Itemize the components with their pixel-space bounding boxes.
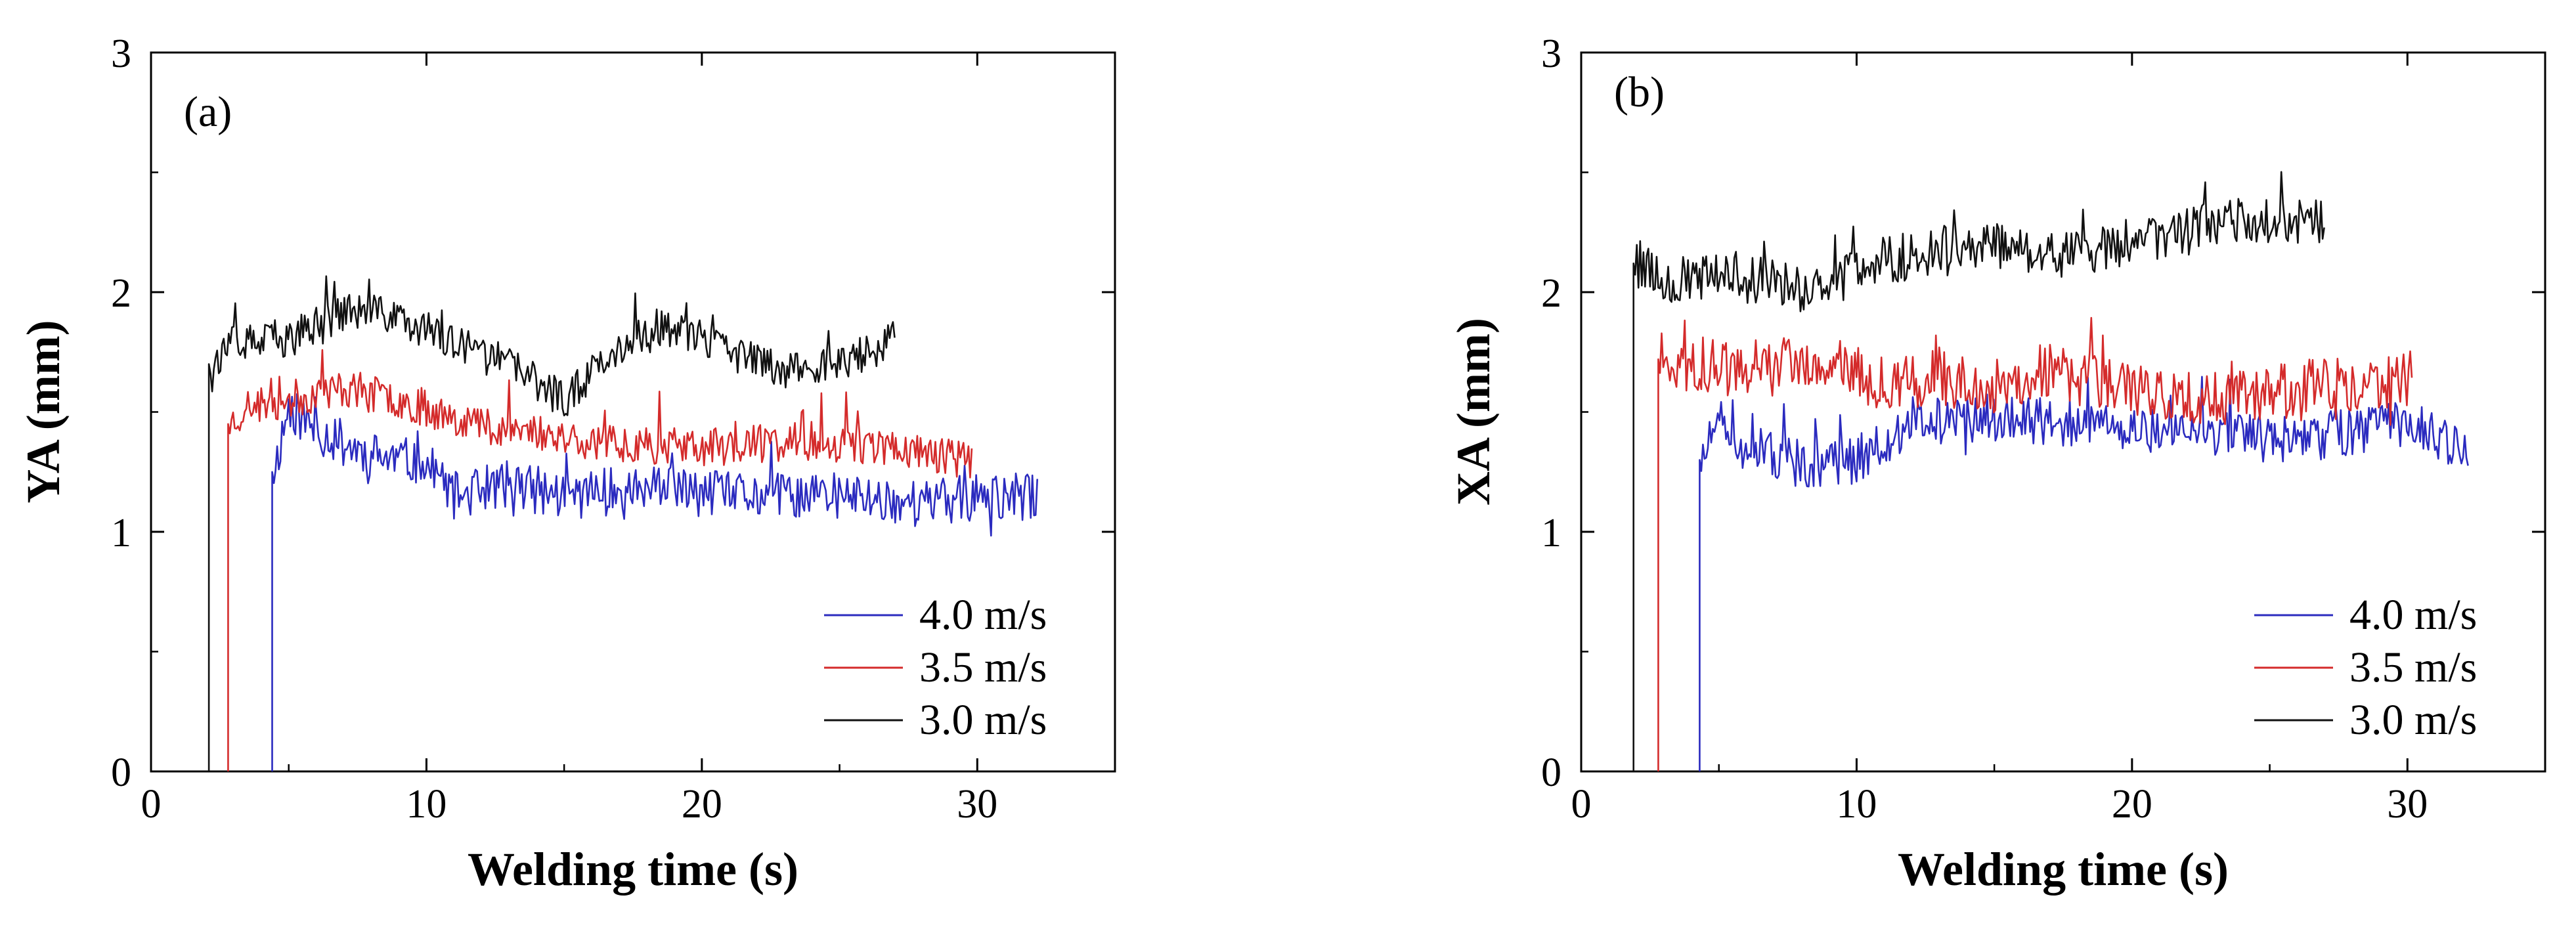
panel-a-y-tick-label: 1 — [111, 511, 131, 555]
panel-b-y-tick-label: 3 — [1541, 32, 1561, 76]
panel-b-chart: 0 10 20 30 0 1 2 3 (b) Welding time (s) XA (mm)… — [1447, 32, 2546, 896]
panel-a-chart: 0 10 20 30 0 1 2 3 (a) Welding time (s) YA (mm)… — [17, 32, 1116, 896]
panel-a-legend-label-3-0: 3.0 m/s — [919, 696, 1047, 744]
panel-b-legend-label-3-5: 3.5 m/s — [2349, 643, 2477, 691]
panel-b-x-tick-label: 0 — [1571, 782, 1592, 827]
panel-a-x-axis-title: Welding time (s) — [468, 843, 798, 896]
panel-b-legend: 4.0 m/s 3.5 m/s 3.0 m/s — [2254, 591, 2477, 744]
panel-a-y-tick-label: 0 — [111, 750, 131, 795]
panel-b-x-tick-label: 10 — [1836, 782, 1877, 827]
panel-a-x-tick-label: 10 — [406, 782, 447, 827]
panel-a-series-line-3-0 — [207, 275, 896, 771]
panel-a-y-axis-title: YA (mm) — [17, 320, 70, 503]
panel-b-x-tick-label: 30 — [2387, 782, 2428, 827]
panel-a-series-lines — [207, 275, 1038, 771]
panel-b-x-axis-title: Welding time (s) — [1898, 843, 2229, 896]
panel-b-y-tick-label: 2 — [1541, 271, 1561, 316]
panel-b-legend-label-4-0: 4.0 m/s — [2349, 591, 2477, 639]
panel-a-series-line-4-0 — [271, 393, 1038, 771]
panel-b-y-tick-label: 1 — [1541, 511, 1561, 555]
panel-b-series-lines — [1632, 171, 2469, 771]
panel-b-y-tick-label: 0 — [1541, 750, 1561, 795]
panel-b-series-line-3-0 — [1632, 171, 2325, 771]
panel-b-ticks: 0 10 20 30 0 1 2 3 — [1541, 32, 2545, 827]
panel-a-series-line-3-5 — [227, 349, 973, 771]
panel-a-x-tick-label: 20 — [682, 782, 722, 827]
panel-a-legend: 4.0 m/s 3.5 m/s 3.0 m/s — [824, 591, 1047, 744]
panel-b-label: (b) — [1614, 68, 1665, 116]
panel-b-x-tick-label: 20 — [2112, 782, 2152, 827]
panel-b-series-line-4-0 — [1699, 376, 2469, 771]
panel-a-y-tick-label: 2 — [111, 271, 131, 316]
panel-a-y-tick-label: 3 — [111, 32, 131, 76]
panel-a-x-tick-label: 0 — [141, 782, 162, 827]
panel-a-legend-label-3-5: 3.5 m/s — [919, 643, 1047, 691]
panel-a-x-tick-label: 30 — [957, 782, 997, 827]
panel-b-series-line-3-5 — [1657, 316, 2413, 771]
panel-b-y-axis-title: XA (mm) — [1447, 318, 1500, 506]
panel-a-label: (a) — [184, 88, 232, 136]
panel-b-legend-label-3-0: 3.0 m/s — [2349, 696, 2477, 744]
panel-a-ticks: 0 10 20 30 0 1 2 3 — [111, 32, 1115, 827]
panel-a-legend-label-4-0: 4.0 m/s — [919, 591, 1047, 639]
